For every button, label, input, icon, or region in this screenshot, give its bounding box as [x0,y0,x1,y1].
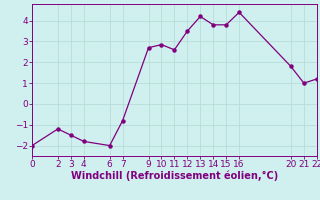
X-axis label: Windchill (Refroidissement éolien,°C): Windchill (Refroidissement éolien,°C) [71,171,278,181]
